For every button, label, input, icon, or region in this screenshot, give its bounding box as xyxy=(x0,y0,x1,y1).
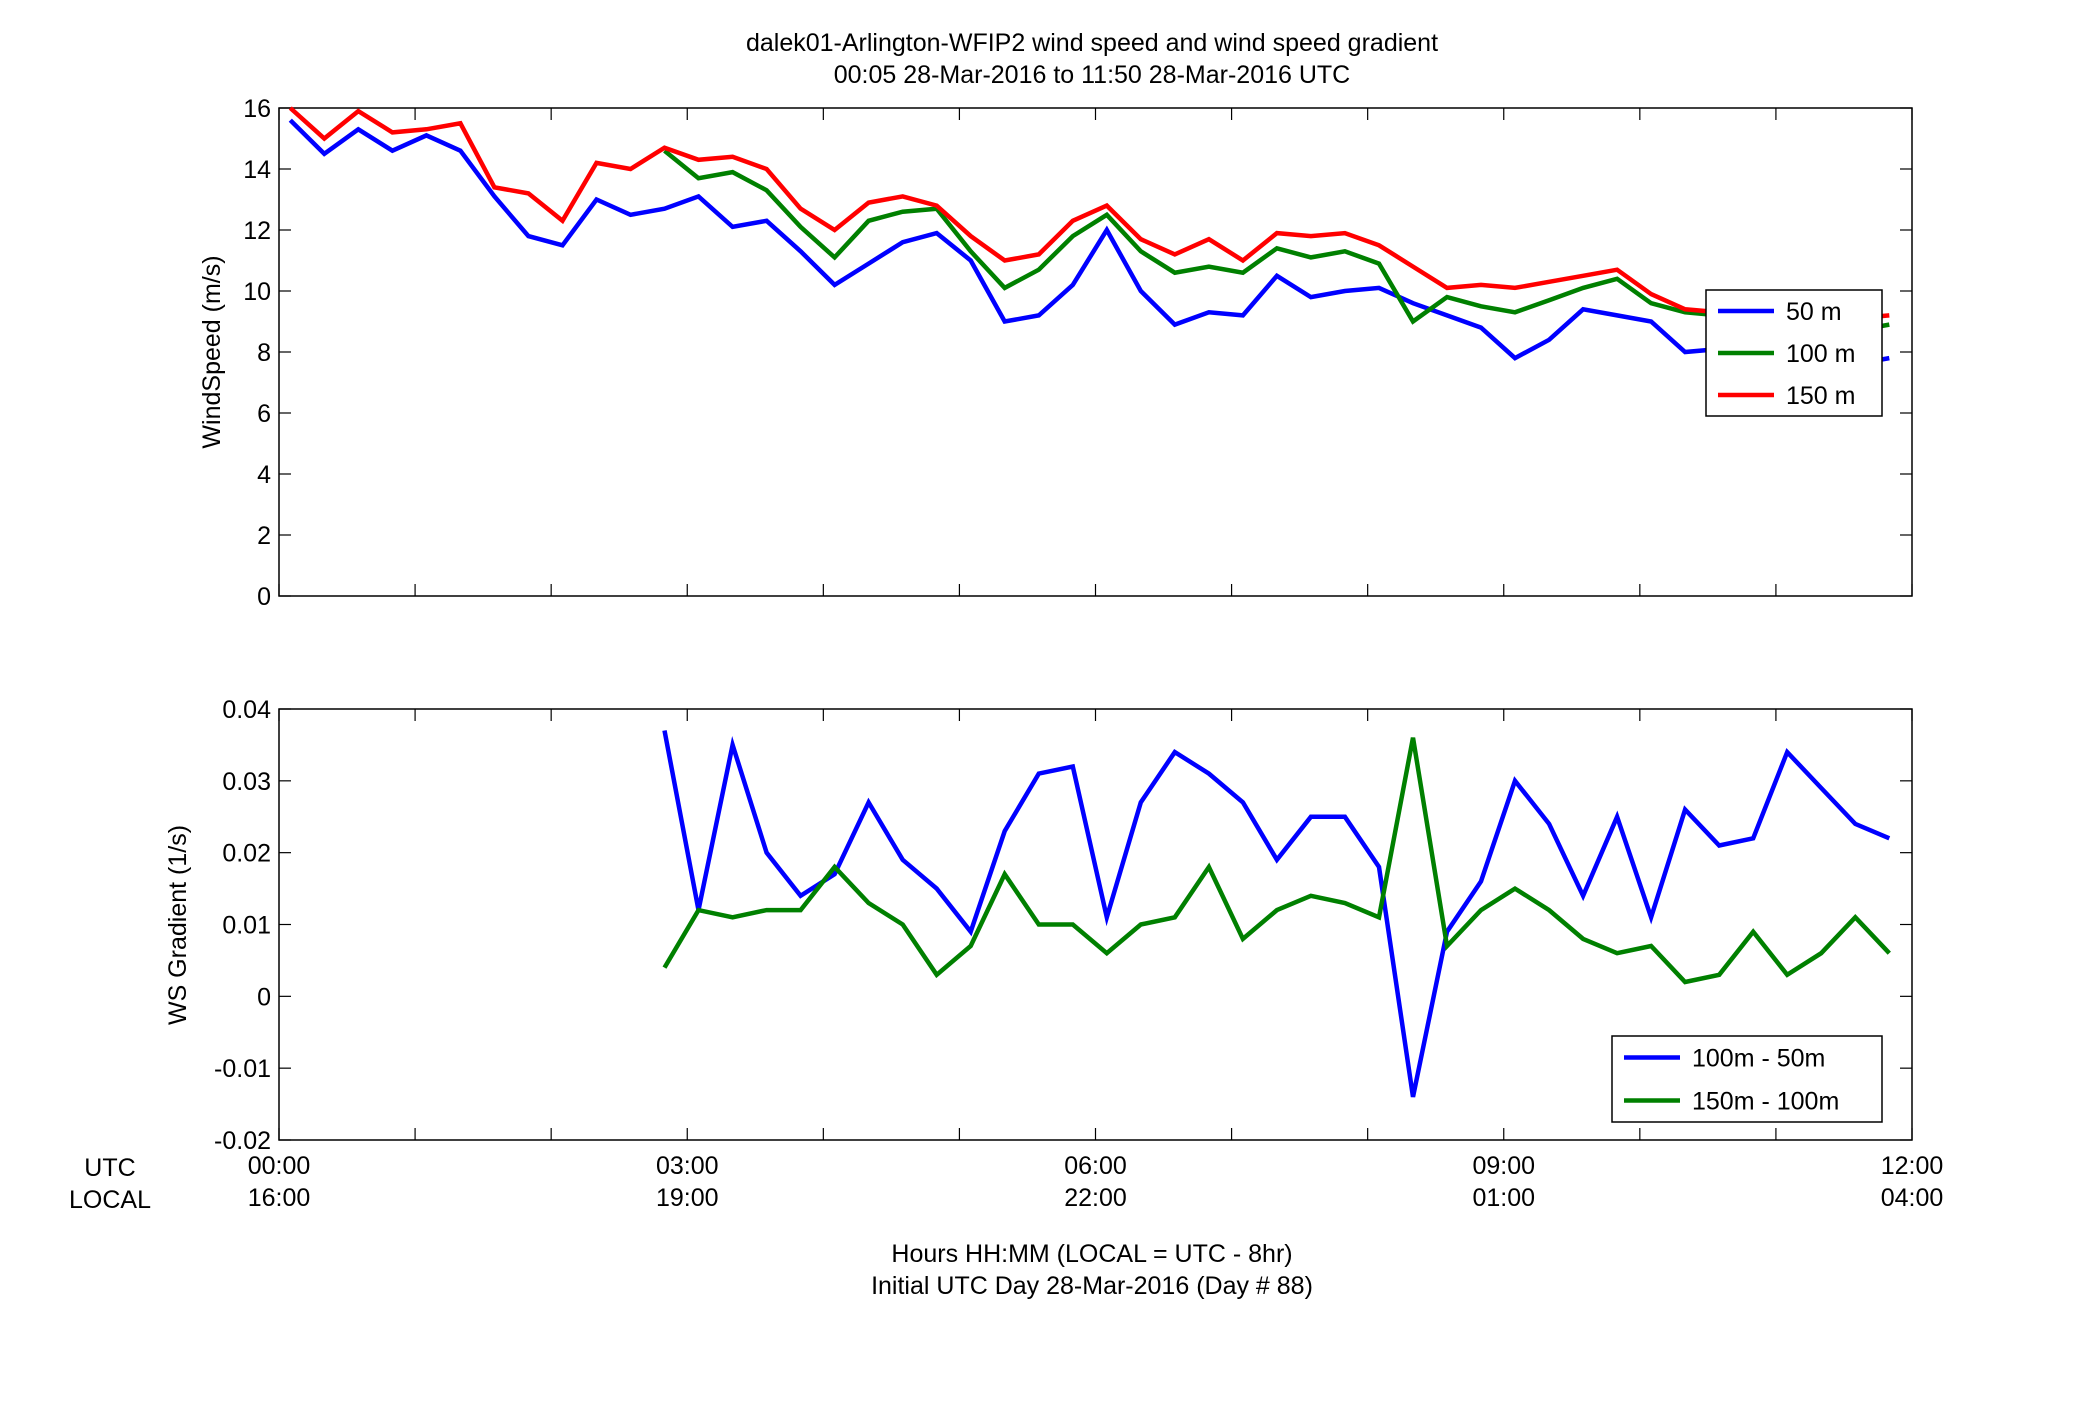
wind-speed-legend-label: 50 m xyxy=(1786,298,1842,326)
figure-title-line2: 00:05 28-Mar-2016 to 11:50 28-Mar-2016 U… xyxy=(834,61,1350,89)
ws-gradient-ticks: -0.02 -0.01 0 0.01 0.02 0.03 0.04 xyxy=(214,696,1913,1155)
ws-gradient-legend-label: 150m - 100m xyxy=(1692,1088,1839,1116)
ws-gradient-series-100m-50m xyxy=(662,730,1891,1098)
wind-speed-ytick-label: 14 xyxy=(243,156,271,184)
ws-gradient-legend: 100m - 50m 150m - 100m xyxy=(1611,1035,1883,1123)
x-tick-labels: 00:00 16:00 03:00 19:00 06:00 22:00 09:00 01:00… xyxy=(248,1152,1944,1212)
ws-gradient-legend-box xyxy=(1611,1035,1883,1123)
x-tick-label-utc: 06:00 xyxy=(1064,1152,1127,1180)
wind-speed-ticks: 0 2 4 6 8 10 12 14 16 xyxy=(243,95,1913,611)
ws-gradient-ytick-label: 0.02 xyxy=(222,840,271,868)
wind-speed-series-150-m xyxy=(288,106,1890,324)
wind-speed-ytick-label: 4 xyxy=(257,461,271,489)
wind-speed-ytick-label: 2 xyxy=(257,522,271,550)
x-tick-label-local: 01:00 xyxy=(1472,1184,1535,1212)
wind-speed-legend-label: 100 m xyxy=(1786,340,1855,368)
wind-speed-plot-area xyxy=(278,107,1913,597)
ws-gradient-ylabel: WS Gradient (1/s) xyxy=(164,825,192,1025)
wind-speed-ylabel: WindSpeed (m/s) xyxy=(198,255,226,448)
ws-gradient-ytick-label: 0.01 xyxy=(222,912,271,940)
x-axis-label-line2: Initial UTC Day 28-Mar-2016 (Day # 88) xyxy=(871,1272,1313,1300)
ws-gradient-panel: -0.02 -0.01 0 0.01 0.02 0.03 0.04 WS Gradient … xyxy=(164,696,1913,1155)
wind-speed-ytick-label: 8 xyxy=(257,339,271,367)
wind-speed-series xyxy=(288,106,1890,367)
row-label-utc: UTC xyxy=(84,1154,135,1182)
wind-speed-ytick-label: 10 xyxy=(243,278,271,306)
x-axis-label-line1: Hours HH:MM (LOCAL = UTC - 8hr) xyxy=(891,1240,1292,1268)
wind-speed-series-50-m xyxy=(288,118,1890,367)
ws-gradient-series-150m-100m xyxy=(662,737,1891,985)
x-tick-label-utc: 03:00 xyxy=(656,1152,719,1180)
wind-speed-ytick-label: 16 xyxy=(243,95,271,123)
wind-speed-ytick-label: 0 xyxy=(257,583,271,611)
ws-gradient-ytick-label: -0.01 xyxy=(214,1055,271,1083)
wind-speed-panel: 0 2 4 6 8 10 12 14 16 WindSpeed (m/s) 50 m 100 m 1… xyxy=(198,95,1913,611)
ws-gradient-ytick-label: -0.02 xyxy=(214,1127,271,1155)
x-tick-label-local: 19:00 xyxy=(656,1184,719,1212)
x-tick-label-utc: 09:00 xyxy=(1472,1152,1535,1180)
wind-speed-legend: 50 m 100 m 150 m xyxy=(1705,289,1883,417)
wind-speed-ytick-label: 12 xyxy=(243,217,271,245)
row-label-local: LOCAL xyxy=(69,1186,151,1214)
ws-gradient-ytick-label: 0.03 xyxy=(222,768,271,796)
x-tick-label-utc: 12:00 xyxy=(1881,1152,1944,1180)
wind-speed-series-100-m xyxy=(663,148,1890,333)
ws-gradient-ytick-label: 0 xyxy=(257,983,271,1011)
figure-title-line1: dalek01-Arlington-WFIP2 wind speed and w… xyxy=(746,29,1438,57)
x-tick-label-local: 04:00 xyxy=(1881,1184,1944,1212)
x-tick-label-utc: 00:00 xyxy=(248,1152,311,1180)
ws-gradient-legend-label: 100m - 50m xyxy=(1692,1045,1825,1073)
wind-speed-legend-label: 150 m xyxy=(1786,382,1855,410)
x-tick-label-local: 22:00 xyxy=(1064,1184,1127,1212)
x-tick-label-local: 16:00 xyxy=(248,1184,311,1212)
wind-speed-ytick-label: 6 xyxy=(257,400,271,428)
ws-gradient-series xyxy=(662,730,1891,1098)
ws-gradient-ytick-label: 0.04 xyxy=(222,696,271,724)
